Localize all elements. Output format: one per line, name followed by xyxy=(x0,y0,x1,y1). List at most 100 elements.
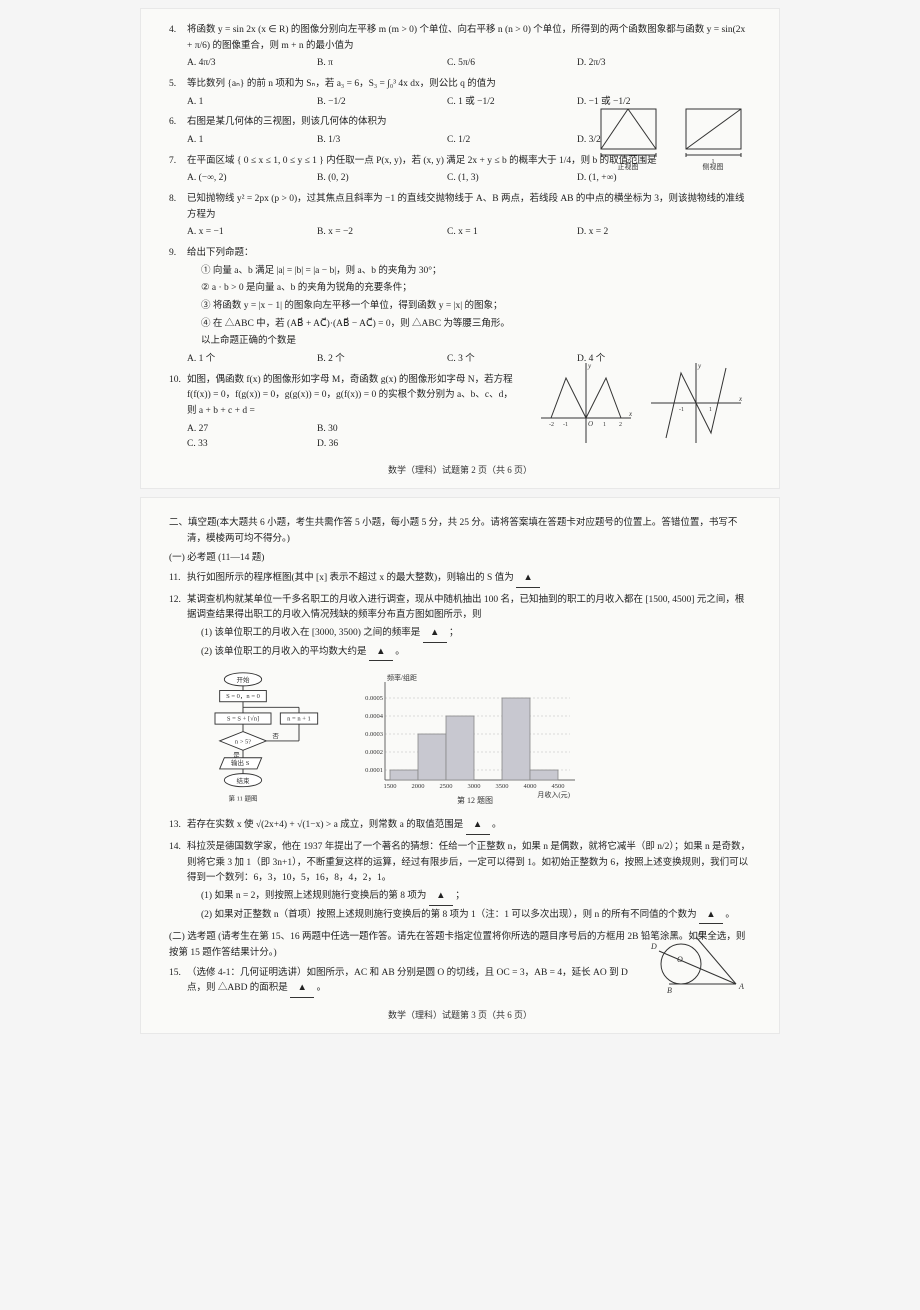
svg-text:1500: 1500 xyxy=(384,783,397,790)
question-10: 10. 如图，偶函数 f(x) 的图像形如字母 M，奇函数 g(x) 的图像形如… xyxy=(169,373,751,453)
q14-num: 14. xyxy=(169,840,181,856)
q13-num: 13. xyxy=(169,818,181,834)
question-7: 7. 在平面区域 { 0 ≤ x ≤ 1, 0 ≤ y ≤ 1 } 内任取一点 … xyxy=(169,154,751,187)
q11-blank: ▲ xyxy=(516,571,540,588)
y-axis-g: y xyxy=(697,362,702,370)
q12-num: 12. xyxy=(169,593,181,609)
fc-start: 开始 xyxy=(236,675,250,684)
q4-A: A. 4π/3 xyxy=(187,56,307,72)
q5-C: C. 1 或 −1/2 xyxy=(447,95,567,111)
q15-blank: ▲ xyxy=(290,981,314,998)
hist-xlabel: 月收入(元) xyxy=(537,790,570,799)
q7-B: B. (0, 2) xyxy=(317,171,437,187)
y-axis-f: y xyxy=(587,362,592,370)
question-15: 15. （选修 4-1：几何证明选讲）如图所示，AC 和 AB 分别是圆 O 的… xyxy=(169,966,751,998)
q8-D: D. x = 2 xyxy=(577,225,697,241)
q5-B: B. −1/2 xyxy=(317,95,437,111)
svg-text:0.0002: 0.0002 xyxy=(365,749,383,756)
q10-C: C. 33 xyxy=(187,437,307,453)
q14-blank1: ▲ xyxy=(429,889,453,906)
q10-options: A. 27 B. 30 C. 33 D. 36 xyxy=(187,422,521,453)
q13-blank: ▲ xyxy=(466,818,490,835)
flowchart-q11: 开始 S = 0，n = 0 S = S + [√n] n = n + 1 n … xyxy=(187,670,327,810)
svg-text:2000: 2000 xyxy=(412,783,425,790)
q9-p1: ① 向量 a、b 满足 |a| = |b| = |a − b|，则 a、b 的夹… xyxy=(201,264,751,280)
q7-stem: 在平面区域 { 0 ≤ x ≤ 1, 0 ≤ y ≤ 1 } 内任取一点 P(x… xyxy=(187,156,657,166)
q10-D: D. 36 xyxy=(317,437,437,453)
q14-sub1: (1) 如果 n = 2，则按照上述规则施行变换后的第 8 项为 xyxy=(201,891,426,901)
q7-num: 7. xyxy=(169,154,176,170)
q6-D: D. 3/2 xyxy=(577,133,697,149)
fc-caption: 第 11 题图 xyxy=(228,794,257,803)
q8-stem: 已知抛物线 y² = 2px (p > 0)，过其焦点且斜率为 −1 的直线交抛… xyxy=(187,194,745,220)
q4-options: A. 4π/3 B. π C. 5π/6 D. 2π/3 xyxy=(187,56,751,72)
svg-text:0.0003: 0.0003 xyxy=(365,731,383,738)
q4-stem: 将函数 y = sin 2x (x ∈ R) 的图像分别向左平移 m (m > … xyxy=(187,25,745,51)
svg-text:4500: 4500 xyxy=(552,783,565,790)
svg-text:3500: 3500 xyxy=(496,783,509,790)
q11-num: 11. xyxy=(169,571,181,587)
svg-text:0.0005: 0.0005 xyxy=(365,695,383,702)
q5-A: A. 1 xyxy=(187,95,307,111)
question-11: 11. 执行如图所示的程序框图(其中 [x] 表示不超过 x 的最大整数)，则输… xyxy=(169,571,751,588)
fc-init: S = 0，n = 0 xyxy=(226,693,261,700)
diagram-row: 开始 S = 0，n = 0 S = S + [√n] n = n + 1 n … xyxy=(187,666,751,814)
page-2-footer: 数学（理科）试题第 2 页（共 6 页） xyxy=(169,463,751,478)
q6-options: A. 1 B. 1/3 C. 1/2 D. 3/2 xyxy=(187,133,751,149)
q11-stem: 执行如图所示的程序框图(其中 [x] 表示不超过 x 的最大整数)，则输出的 S… xyxy=(187,573,514,583)
q7-C: C. (1, 3) xyxy=(447,171,567,187)
q9-B: B. 2 个 xyxy=(317,352,437,368)
fc-out: 输出 S xyxy=(231,759,250,768)
q4-C: C. 5π/6 xyxy=(447,56,567,72)
q14-blank2: ▲ xyxy=(699,908,723,925)
q8-B: B. x = −2 xyxy=(317,225,437,241)
fc-no: 否 xyxy=(272,732,279,740)
page-3-footer: 数学（理科）试题第 3 页（共 6 页） xyxy=(169,1008,751,1023)
q10-stem: 如图，偶函数 f(x) 的图像形如字母 M，奇函数 g(x) 的图像形如字母 N… xyxy=(187,375,513,416)
exam-page-3: 二、填空题(本大题共 6 小题，考生共需作答 5 小题，每小题 5 分，共 25… xyxy=(140,497,780,1034)
q5-num: 5. xyxy=(169,77,176,93)
pt-C: C xyxy=(698,930,704,939)
svg-text:0.0004: 0.0004 xyxy=(365,713,384,720)
fc-step: S = S + [√n] xyxy=(227,715,259,723)
fc-cond: n > 5? xyxy=(235,739,251,746)
question-13: 13. 若存在实数 x 使 √(2x+4) + √(1−x) > a 成立，则常… xyxy=(169,818,751,835)
q9-tail: 以上命题正确的个数是 xyxy=(201,334,751,350)
q8-num: 8. xyxy=(169,192,176,208)
q12-stem: 某调查机构就某单位一千多名职工的月收入进行调查，现从中随机抽出 100 名，已知… xyxy=(187,595,744,621)
q6-num: 6. xyxy=(169,115,176,131)
q4-B: B. π xyxy=(317,56,437,72)
q9-num: 9. xyxy=(169,246,176,262)
q9-A: A. 1 个 xyxy=(187,352,307,368)
hist-caption: 第 12 题图 xyxy=(457,795,493,805)
q6-stem: 右图是某几何体的三视图，则该几何体的体积为 xyxy=(187,117,387,127)
q10-num: 10. xyxy=(169,373,181,389)
q6-B: B. 1/3 xyxy=(317,133,437,149)
q7-options: A. (−∞, 2) B. (0, 2) C. (1, 3) D. (1, +∞… xyxy=(187,171,751,187)
q8-options: A. x = −1 B. x = −2 C. x = 1 D. x = 2 xyxy=(187,225,751,241)
q9-stem: 给出下列命题： xyxy=(187,248,254,258)
q12-blank1: ▲ xyxy=(423,626,447,643)
q14-stem: 科拉茨是德国数学家，他在 1937 年提出了一个著名的猜想：任给一个正整数 n，… xyxy=(187,842,750,883)
question-6: 6. 右图是某几何体的三视图，则该几何体的体积为 A. 1 B. 1/3 C. … xyxy=(169,115,751,148)
q9-p3: ③ 将函数 y = |x − 1| 的图象向左平移一个单位，得到函数 y = |… xyxy=(201,299,751,315)
pt-O: O xyxy=(677,955,683,964)
q4-D: D. 2π/3 xyxy=(577,56,697,72)
q14-sub2: (2) 如果对正整数 n（首项）按照上述规则施行变换后的第 8 项为 1（注：1… xyxy=(201,910,697,920)
q12-sub2: (2) 该单位职工的月收入的平均数大约是 xyxy=(201,647,366,657)
svg-text:3000: 3000 xyxy=(468,783,481,790)
q4-num: 4. xyxy=(169,23,176,39)
q6-A: A. 1 xyxy=(187,133,307,149)
q9-p4: ④ 在 △ABC 中，若 (AB⃗ + AC⃗)·(AB⃗ − AC⃗) = 0… xyxy=(201,317,751,333)
q7-D: D. (1, +∞) xyxy=(577,171,697,187)
q12-blank2: ▲ xyxy=(369,645,393,662)
fc-yes: 是 xyxy=(233,751,240,759)
question-8: 8. 已知抛物线 y² = 2px (p > 0)，过其焦点且斜率为 −1 的直… xyxy=(169,192,751,241)
svg-text:0.0001: 0.0001 xyxy=(365,767,383,774)
q13-stem: 若存在实数 x 使 √(2x+4) + √(1−x) > a 成立，则常数 a … xyxy=(187,820,463,830)
section-ii-title: 二、填空题(本大题共 6 小题，考生共需作答 5 小题，每小题 5 分，共 25… xyxy=(169,516,751,547)
svg-text:4000: 4000 xyxy=(524,783,537,790)
q8-C: C. x = 1 xyxy=(447,225,567,241)
exam-page-2: 4. 将函数 y = sin 2x (x ∈ R) 的图像分别向左平移 m (m… xyxy=(140,8,780,489)
q10-B: B. 30 xyxy=(317,422,437,438)
